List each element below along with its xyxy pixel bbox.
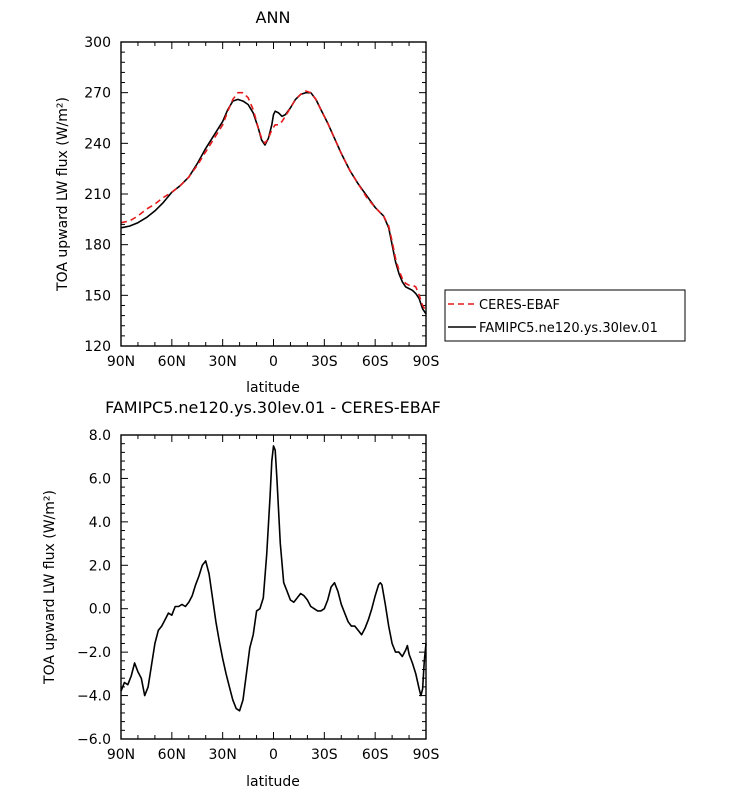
- top-x-tick-label: 0: [269, 354, 278, 370]
- bottom-y-tick-label: 0.0: [89, 602, 111, 618]
- bottom-x-tick-label: 90S: [413, 747, 440, 763]
- top-x-tick-label: 90S: [413, 354, 440, 370]
- bottom-x-tick-label: 60N: [158, 747, 186, 763]
- bottom-y-tick-label: −4.0: [77, 689, 111, 705]
- top-chart-title: ANN: [256, 8, 291, 27]
- bottom-series-line-0: [120, 445, 427, 712]
- top-y-tick-label: 300: [84, 35, 111, 51]
- bottom-chart: FAMIPC5.ne120.ys.30lev.01 - CERES-EBAF 9…: [42, 398, 441, 790]
- top-x-tick-label: 60S: [362, 354, 389, 370]
- top-y-tick-label: 120: [84, 339, 111, 355]
- top-y-tick-label: 210: [84, 187, 111, 203]
- top-x-tick-label: 30N: [209, 354, 237, 370]
- top-y-tick-label: 180: [84, 238, 111, 254]
- legend-label-ceres: CERES-EBAF: [479, 298, 560, 313]
- bottom-x-tick-label: 60S: [362, 747, 389, 763]
- bottom-y-tick-label: 6.0: [89, 471, 111, 487]
- bottom-x-tick-label: 90N: [107, 747, 135, 763]
- bottom-chart-title: FAMIPC5.ne120.ys.30lev.01 - CERES-EBAF: [105, 398, 441, 417]
- bottom-x-tick-label: 0: [269, 747, 278, 763]
- top-y-tick-label: 270: [84, 86, 111, 102]
- bottom-y-tick-label: 8.0: [89, 428, 111, 444]
- bottom-plot-frame: [120, 434, 427, 740]
- top-chart: ANN 90N 60N 30N 0 30S 60S 90S 120 150 180 210 240 27…: [55, 8, 439, 396]
- top-y-tick-label: 240: [84, 136, 111, 152]
- bottom-y-axis-label: TOA upward LW flux (W/m²): [42, 490, 58, 685]
- bottom-y-tick-label: −2.0: [77, 645, 111, 661]
- bottom-y-tick-label: 4.0: [89, 515, 111, 531]
- top-x-tick-label: 90N: [107, 354, 135, 370]
- legend-label-model: FAMIPC5.ne120.ys.30lev.01: [479, 321, 658, 336]
- top-x-axis-label: latitude: [246, 380, 300, 396]
- top-y-axis-label: TOA upward LW flux (W/m²): [55, 97, 71, 292]
- top-x-tick-label: 30S: [311, 354, 338, 370]
- bottom-y-tick-label: 2.0: [89, 558, 111, 574]
- bottom-x-tick-label: 30S: [311, 747, 338, 763]
- legend-box: [444, 289, 686, 342]
- bottom-x-axis-label: latitude: [246, 774, 300, 790]
- top-plot-frame: [120, 41, 427, 347]
- top-y-tick-label: 150: [84, 288, 111, 304]
- bottom-x-tick-label: 30N: [209, 747, 237, 763]
- legend: CERES-EBAF FAMIPC5.ne120.ys.30lev.01: [444, 289, 686, 342]
- bottom-y-tick-label: −6.0: [77, 732, 111, 748]
- top-series-line-0: [120, 90, 427, 311]
- top-x-tick-label: 60N: [158, 354, 186, 370]
